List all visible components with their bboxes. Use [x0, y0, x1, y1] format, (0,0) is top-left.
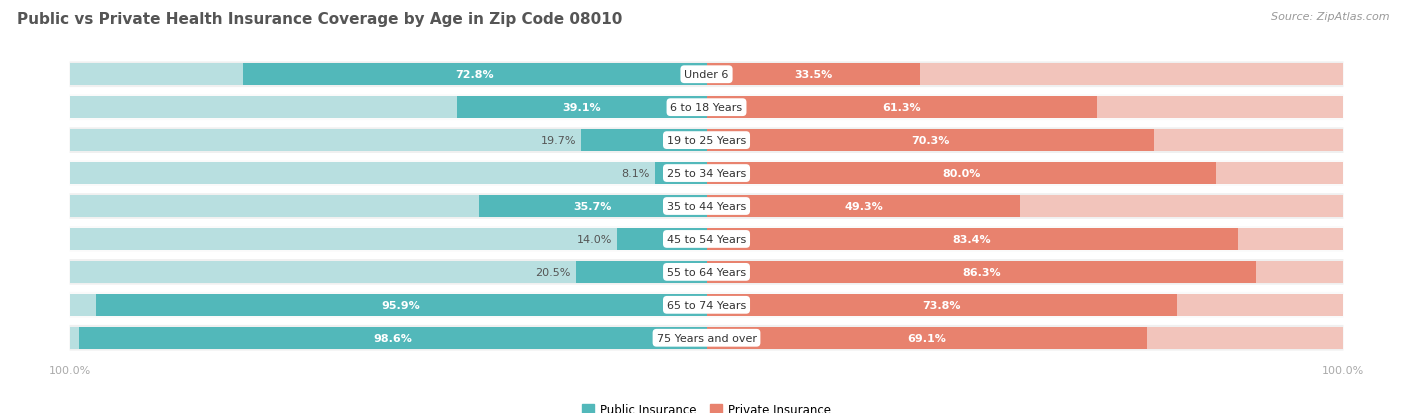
Bar	[243, 64, 707, 86]
Text: 61.3%: 61.3%	[883, 103, 921, 113]
Bar	[70, 261, 707, 283]
FancyBboxPatch shape	[69, 161, 1344, 186]
FancyBboxPatch shape	[69, 325, 1344, 351]
Bar	[70, 97, 707, 119]
Text: 19.7%: 19.7%	[540, 136, 576, 146]
Text: 95.9%: 95.9%	[382, 300, 420, 310]
Text: 49.3%: 49.3%	[844, 202, 883, 211]
Bar	[70, 130, 707, 152]
FancyBboxPatch shape	[69, 259, 1344, 285]
Bar	[707, 130, 1154, 152]
Bar	[70, 64, 707, 86]
Text: 83.4%: 83.4%	[953, 234, 991, 244]
Text: 39.1%: 39.1%	[562, 103, 602, 113]
Text: 20.5%: 20.5%	[536, 267, 571, 277]
Legend: Public Insurance, Private Insurance: Public Insurance, Private Insurance	[578, 398, 835, 413]
Text: 55 to 64 Years: 55 to 64 Years	[666, 267, 747, 277]
FancyBboxPatch shape	[69, 194, 1344, 219]
Text: 65 to 74 Years: 65 to 74 Years	[666, 300, 747, 310]
Bar	[581, 130, 707, 152]
Bar	[707, 294, 1343, 316]
Bar	[655, 162, 707, 185]
Text: 70.3%: 70.3%	[911, 136, 949, 146]
Text: 25 to 34 Years: 25 to 34 Years	[666, 169, 747, 179]
FancyBboxPatch shape	[69, 227, 1344, 252]
Bar	[707, 327, 1343, 349]
Text: 35.7%: 35.7%	[574, 202, 612, 211]
Text: 98.6%: 98.6%	[373, 333, 412, 343]
Bar	[707, 64, 920, 86]
Bar	[70, 228, 707, 251]
Bar	[707, 97, 1343, 119]
Bar	[576, 261, 707, 283]
Bar	[96, 294, 707, 316]
Text: 33.5%: 33.5%	[794, 70, 832, 80]
Bar	[707, 327, 1147, 349]
Text: 69.1%: 69.1%	[907, 333, 946, 343]
Bar	[707, 228, 1343, 251]
Bar	[70, 162, 707, 185]
FancyBboxPatch shape	[69, 95, 1344, 121]
Text: 6 to 18 Years: 6 to 18 Years	[671, 103, 742, 113]
Text: 75 Years and over: 75 Years and over	[657, 333, 756, 343]
Bar	[79, 327, 707, 349]
Bar	[707, 261, 1256, 283]
Bar	[457, 97, 707, 119]
Bar	[707, 261, 1343, 283]
Text: 72.8%: 72.8%	[456, 70, 494, 80]
Text: 8.1%: 8.1%	[621, 169, 650, 179]
Bar	[70, 195, 707, 218]
FancyBboxPatch shape	[69, 292, 1344, 318]
Bar	[707, 130, 1343, 152]
Text: Under 6: Under 6	[685, 70, 728, 80]
Text: 86.3%: 86.3%	[962, 267, 1001, 277]
FancyBboxPatch shape	[69, 128, 1344, 154]
Text: 14.0%: 14.0%	[576, 234, 612, 244]
Bar	[707, 162, 1216, 185]
Bar	[707, 228, 1237, 251]
Bar	[707, 64, 1343, 86]
Text: 73.8%: 73.8%	[922, 300, 960, 310]
Text: Source: ZipAtlas.com: Source: ZipAtlas.com	[1271, 12, 1389, 22]
Bar	[70, 294, 707, 316]
Text: 45 to 54 Years: 45 to 54 Years	[666, 234, 747, 244]
Bar	[707, 97, 1097, 119]
Text: 19 to 25 Years: 19 to 25 Years	[666, 136, 747, 146]
Bar	[617, 228, 707, 251]
Bar	[707, 195, 1343, 218]
Bar	[707, 162, 1343, 185]
Text: Public vs Private Health Insurance Coverage by Age in Zip Code 08010: Public vs Private Health Insurance Cover…	[17, 12, 623, 27]
Bar	[70, 327, 707, 349]
Bar	[479, 195, 707, 218]
Text: 35 to 44 Years: 35 to 44 Years	[666, 202, 747, 211]
Bar	[707, 294, 1177, 316]
FancyBboxPatch shape	[69, 62, 1344, 88]
Bar	[707, 195, 1021, 218]
Text: 80.0%: 80.0%	[942, 169, 980, 179]
